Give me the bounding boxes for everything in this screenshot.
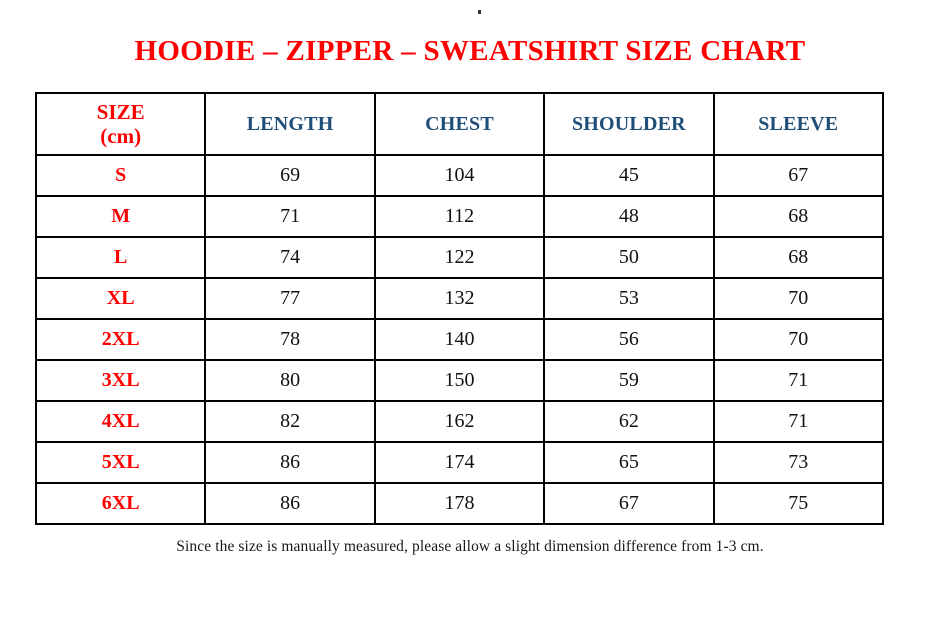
table-row: L 74 122 50 68 (34, 236, 885, 279)
chest-value-cell: 112 (373, 195, 546, 238)
page-title: HOODIE – ZIPPER – SWEATSHIRT SIZE CHART (134, 35, 806, 67)
column-header-size: SIZE (cm) (34, 92, 207, 156)
size-header-label: SIZE (96, 99, 145, 124)
size-label-cell: XL (34, 277, 207, 320)
table-row: 3XL 80 150 59 71 (34, 359, 885, 402)
chest-value-cell: 104 (373, 154, 546, 197)
size-label-cell: 3XL (34, 359, 207, 402)
sleeve-value-cell: 71 (712, 400, 885, 443)
table-row: S 69 104 45 67 (34, 154, 885, 197)
chest-value-cell: 150 (373, 359, 546, 402)
shoulder-value-cell: 48 (543, 195, 715, 238)
length-value-cell: 86 (204, 482, 376, 525)
length-value-cell: 71 (204, 195, 376, 238)
shoulder-value-cell: 50 (543, 236, 715, 279)
table-row: 4XL 82 162 62 71 (34, 400, 885, 443)
column-header-shoulder: SHOULDER (543, 92, 715, 156)
length-value-cell: 86 (204, 441, 376, 484)
chest-value-cell: 132 (373, 277, 546, 320)
length-value-cell: 77 (204, 277, 376, 320)
shoulder-value-cell: 65 (543, 441, 715, 484)
size-label-cell: S (34, 154, 207, 197)
size-label-cell: 4XL (34, 400, 207, 443)
size-label-cell: L (34, 236, 207, 279)
column-header-length: LENGTH (204, 92, 376, 156)
table-row: 6XL 86 178 67 75 (34, 482, 885, 525)
column-header-sleeve: SLEEVE (712, 92, 885, 156)
sleeve-value-cell: 75 (712, 482, 885, 525)
shoulder-value-cell: 45 (543, 154, 715, 197)
table-row: XL 77 132 53 70 (34, 277, 885, 320)
size-chart-header: SIZE (cm) LENGTH CHEST SHOULDER SLEEVE (34, 92, 885, 156)
sleeve-value-cell: 68 (712, 236, 885, 279)
size-label-cell: 2XL (34, 318, 207, 361)
size-label-cell: 6XL (34, 482, 207, 525)
table-row: 2XL 78 140 56 70 (34, 318, 885, 361)
table-row: M 71 112 48 68 (34, 195, 885, 238)
measurement-note: Since the size is manually measured, ple… (176, 538, 764, 555)
header-row: SIZE (cm) LENGTH CHEST SHOULDER SLEEVE (34, 92, 885, 156)
column-header-chest: CHEST (373, 92, 546, 156)
chest-value-cell: 174 (373, 441, 546, 484)
chest-value-cell: 162 (373, 400, 546, 443)
size-header-unit: (cm) (100, 124, 142, 148)
size-label-cell: M (34, 195, 207, 238)
sleeve-value-cell: 71 (712, 359, 885, 402)
shoulder-value-cell: 56 (543, 318, 715, 361)
sleeve-value-cell: 68 (712, 195, 885, 238)
chest-value-cell: 122 (373, 236, 546, 279)
shoulder-value-cell: 59 (543, 359, 715, 402)
length-value-cell: 80 (204, 359, 376, 402)
stray-dot (478, 10, 481, 14)
shoulder-value-cell: 62 (543, 400, 715, 443)
length-value-cell: 78 (204, 318, 376, 361)
shoulder-value-cell: 67 (543, 482, 715, 525)
size-chart-table: SIZE (cm) LENGTH CHEST SHOULDER SLEEVE S… (34, 92, 885, 525)
length-value-cell: 82 (204, 400, 376, 443)
sleeve-value-cell: 67 (712, 154, 885, 197)
sleeve-value-cell: 73 (712, 441, 885, 484)
table-row: 5XL 86 174 65 73 (34, 441, 885, 484)
size-label-cell: 5XL (34, 441, 207, 484)
sleeve-value-cell: 70 (712, 277, 885, 320)
chest-value-cell: 178 (373, 482, 546, 525)
chest-value-cell: 140 (373, 318, 546, 361)
length-value-cell: 69 (204, 154, 376, 197)
sleeve-value-cell: 70 (712, 318, 885, 361)
size-table-body: S 69 104 45 67 M 71 112 48 68 L 74 122 5… (34, 154, 885, 525)
shoulder-value-cell: 53 (543, 277, 715, 320)
length-value-cell: 74 (204, 236, 376, 279)
